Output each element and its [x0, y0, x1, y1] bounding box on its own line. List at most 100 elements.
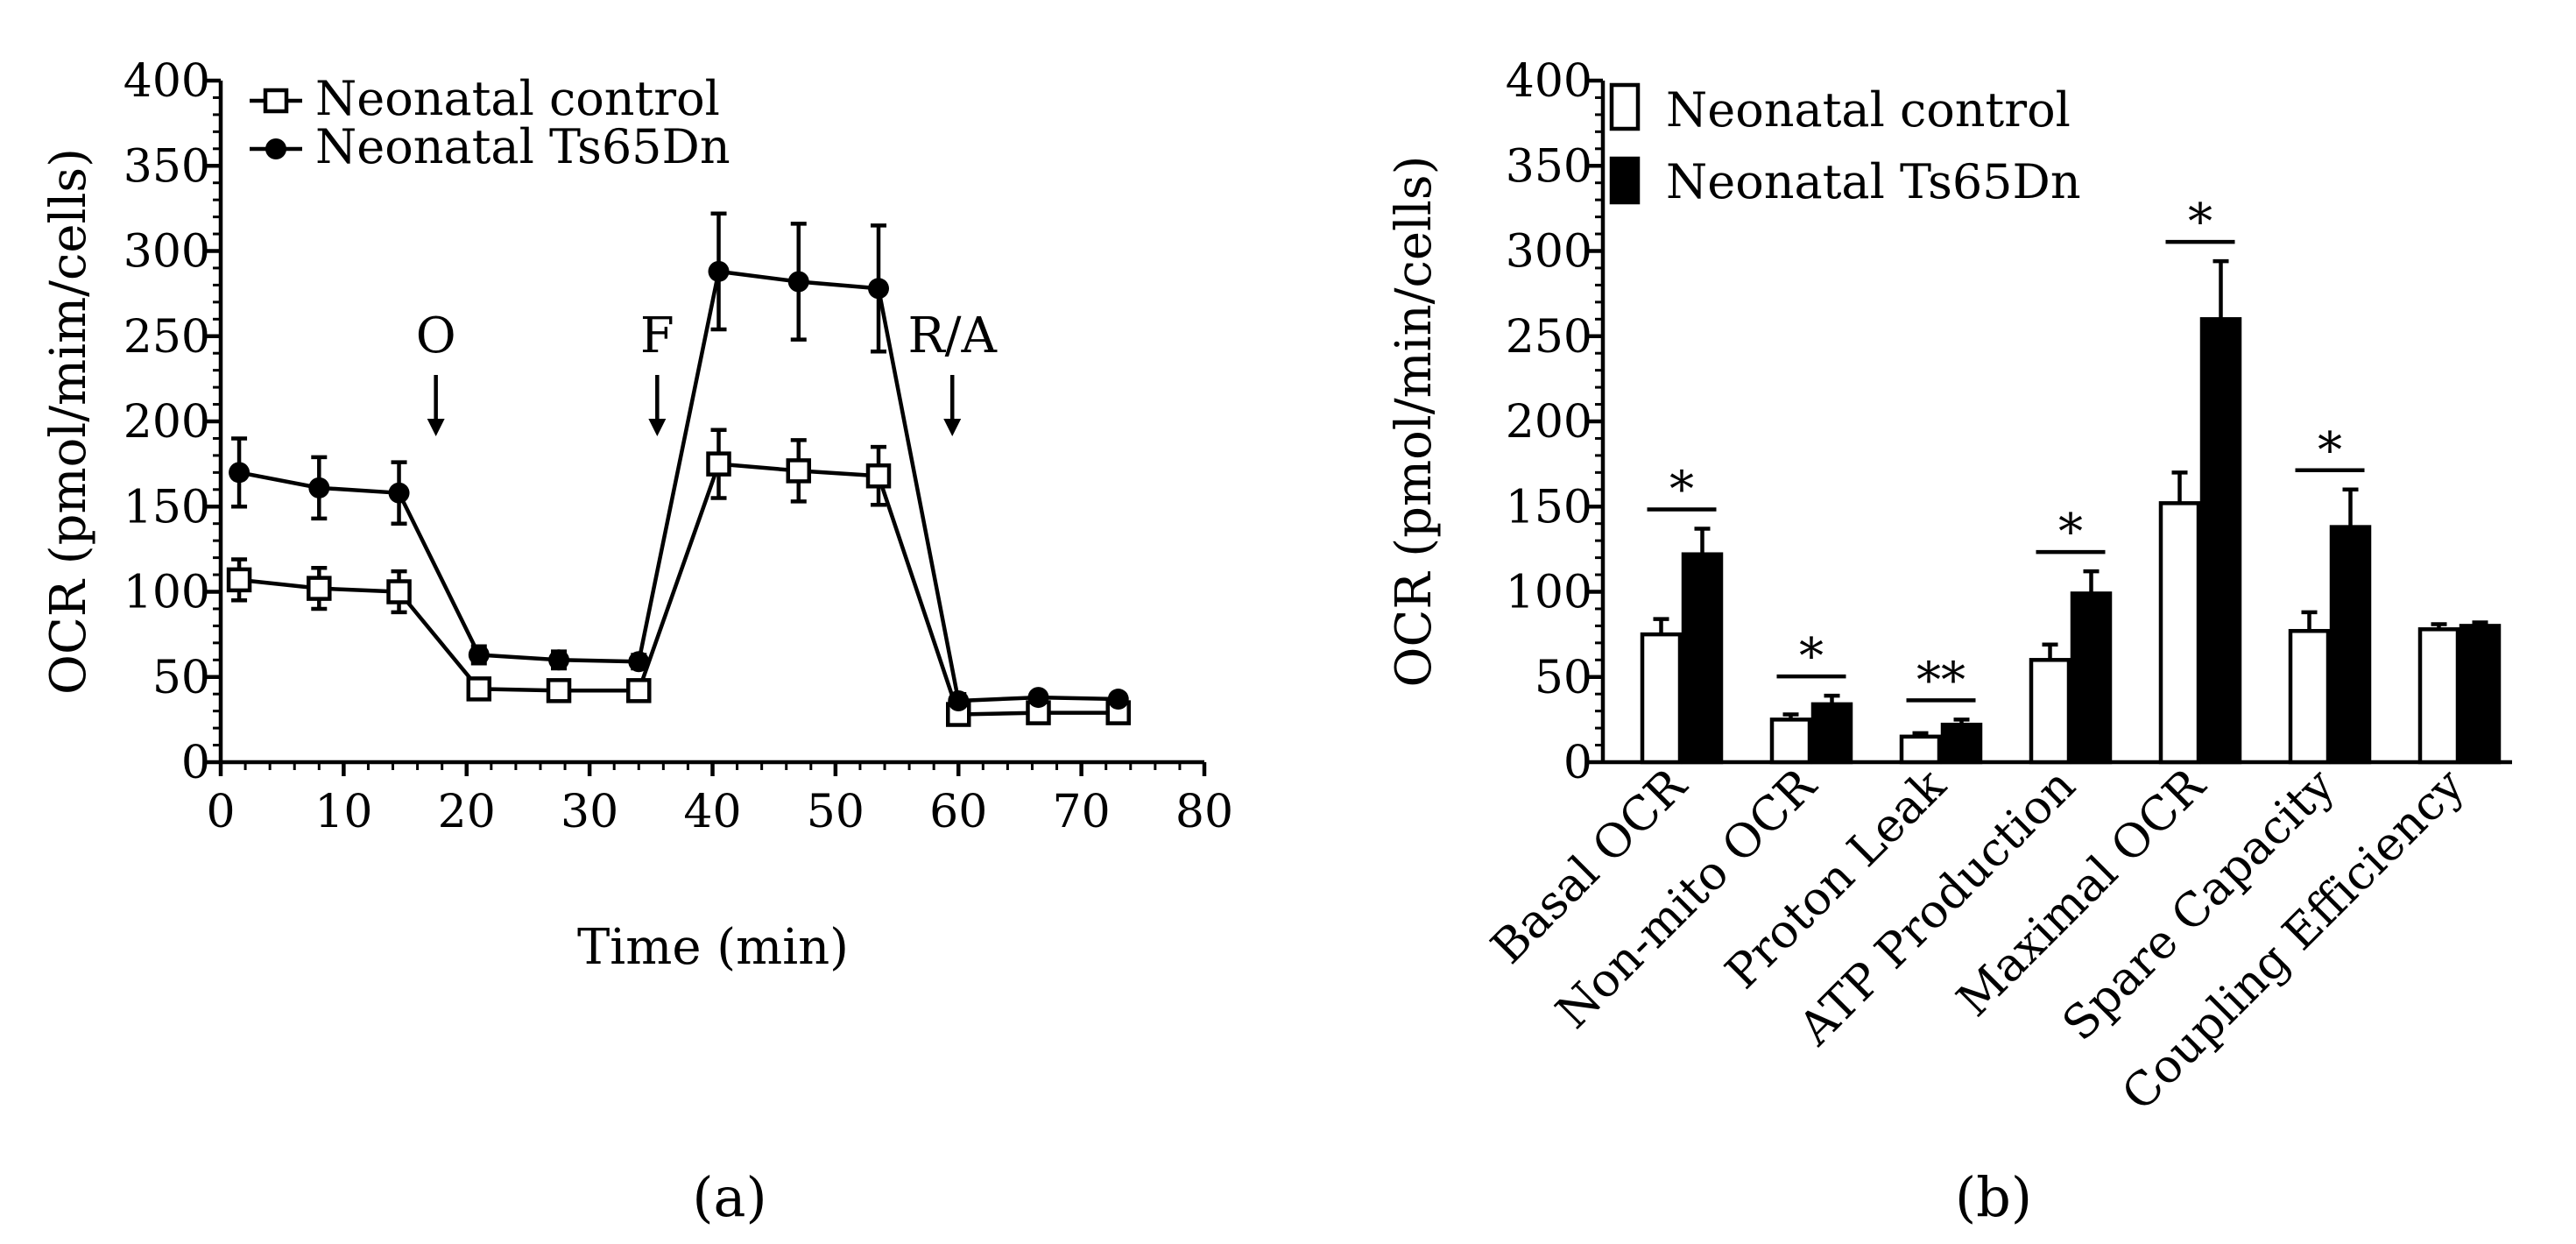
bar-control [2288, 628, 2331, 765]
legend-label-control: Neonatal control [1666, 82, 2071, 138]
x-tick-label: 0 [206, 786, 235, 838]
injection-annotations: O F R/A [416, 307, 998, 436]
data-point-control [226, 567, 252, 593]
panel-label-b: (b) [1955, 1165, 2032, 1229]
data-point-control [386, 579, 412, 604]
legend-marker-ts65dn [265, 138, 286, 159]
y-tick-label: 400 [1506, 55, 1592, 108]
y-tick-label: 200 [124, 396, 210, 449]
y-tick-label: 50 [1535, 652, 1592, 704]
x-tick-label: 40 [683, 786, 741, 838]
panel-label-a: (a) [692, 1165, 766, 1229]
y-tick-label: 100 [1506, 567, 1592, 619]
x-tick-label: 70 [1053, 786, 1111, 838]
y-tick-label: 200 [1506, 396, 1592, 449]
y-tick-label: 150 [1506, 481, 1592, 534]
series-line-control [238, 462, 1119, 717]
series-lines [238, 269, 1119, 717]
bar-control [1899, 734, 1942, 765]
y-ticks: 0 50 100 150 200 250 300 350 400 [124, 55, 221, 789]
data-point-ts65dn [708, 260, 730, 282]
bar-ts65dn [2070, 591, 2113, 765]
bar-ts65dn [2199, 317, 2242, 765]
bar-control [2417, 627, 2460, 765]
data-point-control [865, 463, 892, 489]
x-axis-title: Time (min) [577, 919, 849, 976]
y-tick-label: 400 [124, 55, 210, 108]
y-tick-label: 350 [124, 140, 210, 193]
bars [1640, 317, 2502, 765]
y-tick-label: 150 [124, 481, 210, 534]
bar-ts65dn [1810, 702, 1853, 765]
data-point-control [546, 678, 572, 703]
bar-control [1769, 717, 1812, 765]
legend-marker-control [263, 88, 289, 114]
x-tick-label: 20 [438, 786, 496, 838]
y-tick-label: 300 [124, 226, 210, 279]
annotation-label: F [640, 307, 674, 364]
y-tick-label: 250 [1506, 311, 1592, 364]
significance-star: * [2188, 194, 2213, 251]
legend-swatch-control [1609, 82, 1641, 131]
significance-star: ** [1916, 652, 1966, 709]
series-line-ts65dn [238, 269, 1119, 703]
category-label: Proton Leak [1716, 758, 1957, 999]
y-tick-label: 50 [152, 652, 210, 704]
bar-ts65dn [2329, 525, 2372, 765]
bar-ts65dn [1681, 552, 1724, 765]
data-point-ts65dn [548, 649, 570, 671]
y-axis-title: OCR (pmol/min/cells) [1386, 156, 1443, 688]
x-ticks: 0 10 20 30 40 50 60 70 80 [206, 762, 1233, 838]
annotation-arrow-head [648, 419, 667, 436]
legend-label-ts65dn: Neonatal Ts65Dn [315, 119, 730, 174]
data-point-ts65dn [388, 482, 410, 504]
data-point-ts65dn [787, 271, 809, 293]
significance-markers: ** ***** [1647, 194, 2365, 709]
x-tick-label: 50 [807, 786, 865, 838]
y-tick-label: 0 [1563, 737, 1592, 789]
y-tick-label: 250 [124, 311, 210, 364]
data-point-control [626, 678, 652, 703]
y-tick-label: 100 [124, 567, 210, 619]
legend-swatch-ts65dn [1609, 156, 1641, 205]
data-point-ts65dn [229, 462, 251, 484]
data-markers [226, 260, 1131, 727]
bar-control [2029, 658, 2071, 765]
data-point-control [307, 576, 332, 601]
annotation-label: R/A [907, 307, 997, 364]
legend-label-control: Neonatal control [315, 71, 720, 126]
y-axis-title: OCR (pmol/mim/cells) [40, 148, 97, 695]
significance-star: * [1669, 462, 1694, 519]
annotation-arrow-head [943, 419, 962, 436]
data-point-control [706, 451, 731, 477]
data-point-ts65dn [868, 278, 890, 300]
data-point-ts65dn [468, 644, 490, 666]
bar-ts65dn [2459, 624, 2502, 765]
bar-control [2158, 501, 2201, 765]
significance-star: * [2318, 422, 2342, 479]
y-ticks: 0 50 100 150 200 250 300 350 400 [1506, 55, 1603, 789]
legend-label-ts65dn: Neonatal Ts65Dn [1666, 154, 2081, 209]
data-point-ts65dn [948, 689, 970, 711]
data-point-ts65dn [628, 651, 650, 673]
data-point-ts65dn [1107, 689, 1129, 710]
annotation-arrow-head [427, 419, 445, 436]
bar-control [1640, 632, 1683, 765]
y-tick-label: 300 [1506, 226, 1592, 279]
x-tick-label: 80 [1175, 786, 1233, 838]
legend: Neonatal control Neonatal Ts65Dn [1609, 82, 2081, 209]
y-tick-label: 350 [1506, 140, 1592, 193]
data-point-ts65dn [308, 477, 330, 498]
line-chart-panel: 0 10 20 30 40 50 60 70 80 0 50 100 150 200 250 300 350 4… [40, 55, 1233, 1229]
x-tick-label: 10 [314, 786, 372, 838]
data-point-ts65dn [1027, 687, 1049, 709]
data-point-control [786, 458, 812, 484]
x-tick-label: 30 [561, 786, 618, 838]
data-point-control [466, 676, 492, 702]
annotation-label: O [416, 307, 456, 364]
legend: Neonatal control Neonatal Ts65Dn [250, 71, 730, 174]
significance-star: * [2058, 504, 2083, 561]
